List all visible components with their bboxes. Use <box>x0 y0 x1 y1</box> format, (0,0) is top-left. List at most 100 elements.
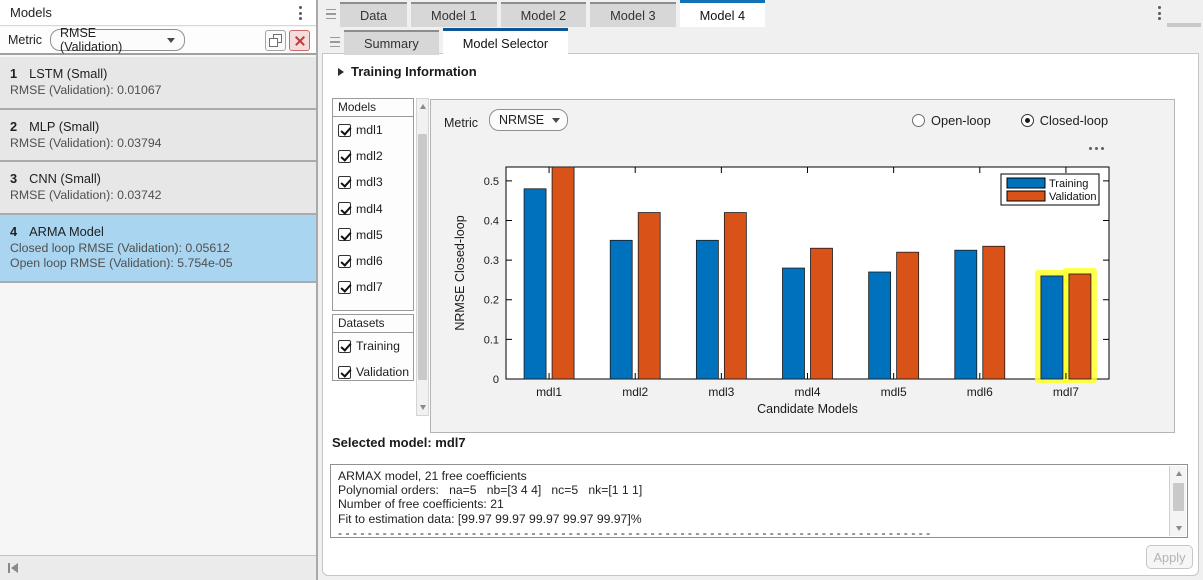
x-tick-label: mdl2 <box>622 385 648 399</box>
bar-training-mdl2[interactable] <box>609 239 633 380</box>
chart-panel: Metric NRMSE Open-loop Closed-loop 0 0.1 0.… <box>430 99 1175 433</box>
checkbox-icon[interactable] <box>338 365 351 379</box>
scroll-down-icon[interactable] <box>417 401 428 414</box>
scrollbar-thumb[interactable] <box>1172 483 1184 511</box>
bar-training-mdl3[interactable] <box>695 239 719 380</box>
loop-mode-radio-group: Open-loop Closed-loop <box>912 113 1108 128</box>
checkbox-icon[interactable] <box>338 202 351 216</box>
chevron-down-icon <box>552 117 561 123</box>
scrollbar-thumb[interactable] <box>418 134 427 380</box>
y-tick-label: 0 <box>493 374 499 386</box>
model-list-item-2[interactable]: 2 MLP (Small) RMSE (Validation): 0.03794 <box>0 109 316 162</box>
model-list-item-1[interactable]: 1 LSTM (Small) RMSE (Validation): 0.01067 <box>0 57 316 110</box>
legend-label: Validation <box>1049 191 1097 203</box>
bar-validation-mdl3[interactable] <box>723 212 747 380</box>
axes-toolbar-icon[interactable] <box>1089 147 1104 150</box>
tab-model-4[interactable]: Model 4 <box>679 0 766 27</box>
bar-training-mdl1[interactable] <box>523 188 547 380</box>
checkbox-label: mdl4 <box>356 201 383 216</box>
x-axis-label: Candidate Models <box>757 402 858 416</box>
bar-validation-mdl6[interactable] <box>982 245 1006 380</box>
x-tick-label: mdl4 <box>794 385 820 399</box>
models-filter-title: Models <box>333 99 413 117</box>
tab-data[interactable]: Data <box>340 2 408 27</box>
tab-model-1[interactable]: Model 1 <box>411 2 497 27</box>
tab-summary[interactable]: Summary <box>344 30 439 55</box>
models-panel-title: Models <box>10 5 52 20</box>
tab-scrollbar-nub[interactable] <box>1167 23 1201 27</box>
checkbox-mdl4[interactable]: mdl4 <box>333 196 413 222</box>
document-tab-bar: Data Model 1 Model 2 Model 3 Model 4 <box>320 0 1203 27</box>
checkbox-mdl5[interactable]: mdl5 <box>333 222 413 248</box>
bar-training-mdl7[interactable] <box>1040 275 1064 380</box>
checkbox-training[interactable]: Training <box>333 333 413 359</box>
checkbox-label: Validation <box>356 365 410 380</box>
metric-dropdown-value: RMSE (Validation) <box>60 26 123 54</box>
checkbox-icon[interactable] <box>338 254 351 268</box>
tab-model-3[interactable]: Model 3 <box>590 2 676 27</box>
chart-metric-value: NRMSE <box>499 113 545 127</box>
bar-validation-mdl2[interactable] <box>637 212 661 380</box>
checkbox-icon[interactable] <box>338 228 351 242</box>
bar-validation-mdl1[interactable] <box>551 166 575 380</box>
checkbox-mdl2[interactable]: mdl2 <box>333 143 413 169</box>
drag-handle-icon[interactable] <box>324 3 338 25</box>
kebab-menu-icon[interactable] <box>292 4 308 22</box>
checkbox-mdl6[interactable]: mdl6 <box>333 248 413 274</box>
main-panel: Data Model 1 Model 2 Model 3 Model 4 Summary… <box>320 0 1203 580</box>
checkbox-icon[interactable] <box>338 339 351 353</box>
selected-model-label: Selected model: mdl7 <box>332 435 466 450</box>
checkbox-icon[interactable] <box>338 123 351 137</box>
checkbox-mdl7[interactable]: mdl7 <box>333 274 413 300</box>
copy-icon <box>269 34 282 47</box>
legend-swatch-validation <box>1006 190 1046 202</box>
expand-arrow-icon <box>338 67 344 76</box>
checkbox-label: mdl3 <box>356 175 383 190</box>
model-item-metric: Closed loop RMSE (Validation): 0.05612 <box>10 240 230 255</box>
chart-metric-dropdown[interactable]: NRMSE <box>489 109 568 131</box>
tab-model-selector[interactable]: Model Selector <box>442 28 569 55</box>
models-panel-toolbar: Metric RMSE (Validation) <box>0 26 316 55</box>
models-panel: Models Metric RMSE (Validation) 1 LSTM (S… <box>0 0 318 580</box>
bar-training-mdl5[interactable] <box>868 271 892 380</box>
model-item-title: 4 ARMA Model <box>10 223 104 239</box>
checkbox-label: mdl7 <box>356 280 383 295</box>
model-list: 1 LSTM (Small) RMSE (Validation): 0.01067 2… <box>0 57 316 283</box>
drag-handle-icon[interactable] <box>328 31 342 53</box>
collapse-panel-icon[interactable] <box>6 561 20 575</box>
metric-dropdown[interactable]: RMSE (Validation) <box>50 26 186 54</box>
model-list-item-4[interactable]: 4 ARMA Model Closed loop RMSE (Validation)… <box>0 214 316 283</box>
x-tick-label: mdl3 <box>708 385 734 399</box>
checkbox-mdl1[interactable]: mdl1 <box>333 117 413 143</box>
bar-training-mdl6[interactable] <box>954 249 978 380</box>
bar-validation-mdl4[interactable] <box>810 247 833 380</box>
x-tick-label: mdl7 <box>1053 385 1079 399</box>
radio-icon[interactable] <box>1020 114 1034 127</box>
x-tick-label: mdl5 <box>881 385 907 399</box>
details-scrollbar[interactable] <box>1169 466 1186 536</box>
checkbox-mdl3[interactable]: mdl3 <box>333 169 413 195</box>
checkbox-icon[interactable] <box>338 280 351 294</box>
radio-closed-loop[interactable]: Closed-loop <box>1020 113 1108 128</box>
tab-model-2[interactable]: Model 2 <box>500 2 587 27</box>
bar-validation-mdl5[interactable] <box>896 251 920 380</box>
scroll-down-icon[interactable] <box>1172 522 1185 535</box>
delete-model-button[interactable] <box>289 30 310 51</box>
bar-validation-mdl7[interactable] <box>1068 273 1092 380</box>
bar-training-mdl4[interactable] <box>782 267 805 380</box>
model-item-title: 2 MLP (Small) <box>10 118 100 134</box>
checkbox-icon[interactable] <box>338 149 351 163</box>
radio-open-loop[interactable]: Open-loop <box>912 113 991 128</box>
tab-overflow-menu-icon[interactable] <box>1151 4 1167 22</box>
compare-models-button[interactable] <box>265 30 286 51</box>
scroll-up-icon[interactable] <box>417 100 428 113</box>
apply-button[interactable]: Apply <box>1146 545 1193 569</box>
training-information-section[interactable]: Training Information <box>338 64 477 79</box>
checkbox-icon[interactable] <box>338 175 351 189</box>
radio-icon[interactable] <box>912 114 925 127</box>
scroll-up-icon[interactable] <box>1172 467 1185 480</box>
datasets-filter-title: Datasets <box>333 315 413 333</box>
filter-scrollbar[interactable] <box>416 98 429 416</box>
checkbox-validation[interactable]: Validation <box>333 359 413 385</box>
model-list-item-3[interactable]: 3 CNN (Small) RMSE (Validation): 0.03742 <box>0 162 316 215</box>
